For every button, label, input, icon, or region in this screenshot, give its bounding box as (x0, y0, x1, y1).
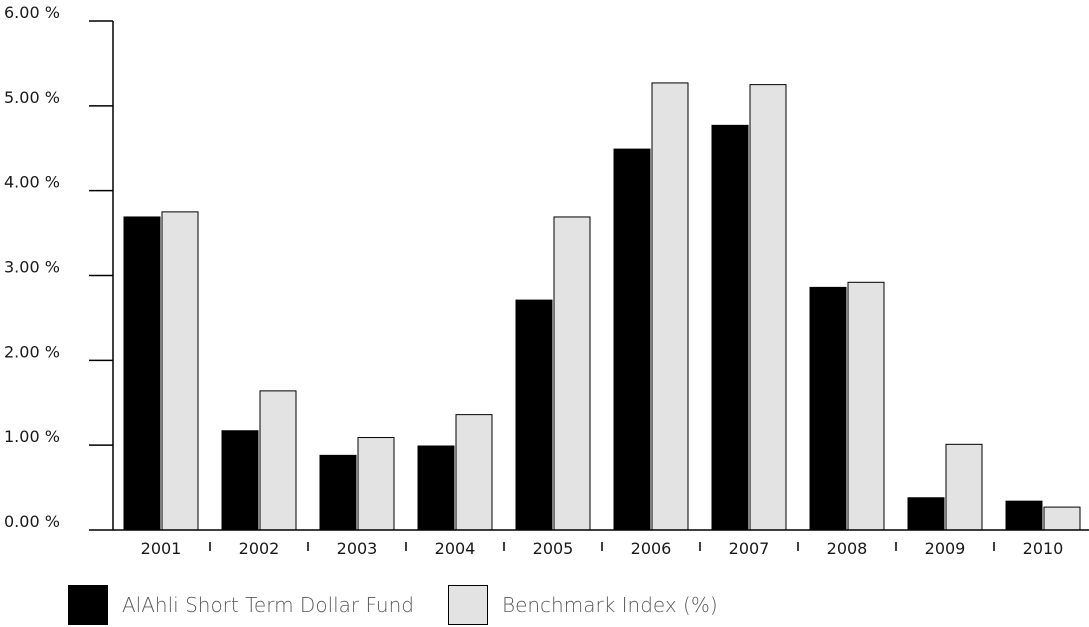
bar-fund (417, 445, 455, 531)
x-axis: 2001 2002 2003 2004 2005 2006 2007 2008 2009 2010 (113, 529, 1089, 558)
y-tick-label: 0.00 % (4, 512, 60, 531)
y-axis: 0.00 % 1.00 % 2.00 % 3.00 % 4.00 % 5.00 % 6.00… (4, 3, 114, 531)
y-tick-label: 2.00 % (4, 342, 60, 361)
bar-benchmark (651, 82, 689, 531)
bar-fund (711, 124, 749, 531)
legend-swatch-fund (68, 585, 108, 625)
x-tick-label: 2006 (631, 539, 672, 558)
bar-chart: 0.00 % 1.00 % 2.00 % 3.00 % 4.00 % 5.00 % 6.00… (4, 3, 1089, 558)
bar-fund (613, 148, 651, 531)
x-tick-label: 2008 (827, 539, 868, 558)
bar-benchmark (945, 443, 983, 531)
bar-benchmark (259, 390, 297, 531)
legend-item-fund: AlAhli Short Term Dollar Fund (68, 585, 414, 625)
x-tick-label: 2005 (533, 539, 574, 558)
bar-fund (515, 299, 553, 531)
bar-fund (907, 497, 945, 531)
legend-item-benchmark: Benchmark Index (%) (447, 585, 718, 625)
bars (123, 82, 1081, 531)
bar-benchmark (357, 437, 395, 531)
y-tick-label: 4.00 % (4, 173, 60, 192)
bar-fund (319, 454, 357, 531)
y-tick-label: 5.00 % (4, 88, 60, 107)
bar-benchmark (553, 216, 591, 531)
legend-label-benchmark: Benchmark Index (%) (501, 593, 718, 617)
y-tick-label: 3.00 % (4, 258, 60, 277)
x-tick-label: 2010 (1023, 539, 1064, 558)
bar-benchmark (1043, 506, 1081, 531)
bar-fund (123, 216, 161, 531)
bar-fund (1005, 500, 1043, 531)
bar-benchmark (749, 84, 787, 531)
x-tick-label: 2003 (337, 539, 378, 558)
y-tick-label: 1.00 % (4, 427, 60, 446)
bar-fund (809, 286, 847, 531)
bar-benchmark (455, 414, 493, 531)
y-tick-label: 6.00 % (4, 3, 60, 22)
legend-label-fund: AlAhli Short Term Dollar Fund (122, 593, 414, 617)
x-tick-label: 2001 (141, 539, 182, 558)
legend: AlAhli Short Term Dollar Fund Benchmark … (68, 585, 752, 625)
x-tick-label: 2009 (925, 539, 966, 558)
x-tick-label: 2007 (729, 539, 770, 558)
x-tick-label: 2004 (435, 539, 476, 558)
bar-benchmark (847, 281, 885, 531)
legend-swatch-benchmark (447, 585, 488, 625)
x-tick-label: 2002 (239, 539, 280, 558)
bar-fund (221, 430, 259, 531)
bar-benchmark (161, 211, 199, 531)
